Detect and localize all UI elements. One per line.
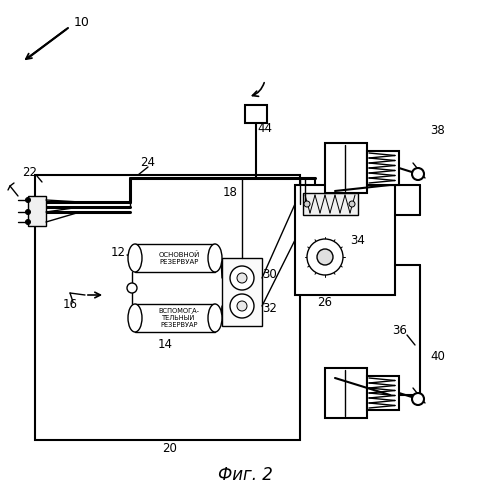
Bar bbox=[222, 258, 262, 326]
Bar bbox=[135, 244, 215, 272]
Bar bbox=[245, 105, 267, 123]
Text: 34: 34 bbox=[350, 234, 366, 246]
Text: 32: 32 bbox=[263, 302, 277, 314]
Bar bbox=[35, 175, 300, 440]
Text: 30: 30 bbox=[263, 268, 277, 281]
Text: 12: 12 bbox=[111, 246, 125, 258]
Circle shape bbox=[127, 283, 137, 293]
Bar bbox=[295, 185, 395, 295]
Circle shape bbox=[412, 393, 424, 405]
Ellipse shape bbox=[208, 304, 222, 332]
Bar bbox=[129, 314, 135, 322]
Circle shape bbox=[25, 210, 30, 214]
Text: 18: 18 bbox=[222, 186, 238, 198]
Bar bbox=[129, 254, 135, 262]
Circle shape bbox=[237, 273, 247, 283]
Text: 16: 16 bbox=[63, 298, 77, 312]
Circle shape bbox=[230, 266, 254, 290]
Text: 36: 36 bbox=[392, 324, 408, 336]
Circle shape bbox=[317, 249, 333, 265]
Text: 20: 20 bbox=[163, 442, 177, 454]
Circle shape bbox=[25, 220, 30, 224]
Text: 24: 24 bbox=[141, 156, 155, 170]
Text: 44: 44 bbox=[258, 122, 272, 134]
Text: 40: 40 bbox=[431, 350, 445, 362]
Text: 10: 10 bbox=[74, 16, 90, 28]
Circle shape bbox=[349, 201, 355, 207]
Bar bbox=[215, 254, 221, 262]
Text: ОСНОВНОЙ
РЕЗЕРВУАР: ОСНОВНОЙ РЕЗЕРВУАР bbox=[158, 251, 200, 265]
Circle shape bbox=[25, 198, 30, 202]
Text: 38: 38 bbox=[431, 124, 445, 138]
Bar bbox=[135, 304, 215, 332]
Bar bbox=[325, 368, 367, 418]
Circle shape bbox=[412, 168, 424, 180]
Text: 22: 22 bbox=[23, 166, 38, 178]
Ellipse shape bbox=[208, 244, 222, 272]
Circle shape bbox=[307, 239, 343, 275]
Circle shape bbox=[304, 201, 310, 207]
Ellipse shape bbox=[128, 244, 142, 272]
Bar bbox=[303, 193, 358, 215]
Text: ВСПОМОГА-
ТЕЛЬНЫЙ
РЕЗЕРВУАР: ВСПОМОГА- ТЕЛЬНЫЙ РЕЗЕРВУАР bbox=[158, 308, 199, 328]
Text: Фиг. 2: Фиг. 2 bbox=[218, 466, 272, 484]
Bar bbox=[28, 196, 46, 226]
Bar bbox=[367, 376, 399, 410]
Text: 26: 26 bbox=[318, 296, 333, 310]
Bar bbox=[215, 314, 221, 322]
Circle shape bbox=[230, 294, 254, 318]
Text: 14: 14 bbox=[157, 338, 172, 351]
Bar bbox=[367, 151, 399, 185]
Bar bbox=[325, 143, 367, 193]
Circle shape bbox=[237, 301, 247, 311]
Ellipse shape bbox=[128, 304, 142, 332]
